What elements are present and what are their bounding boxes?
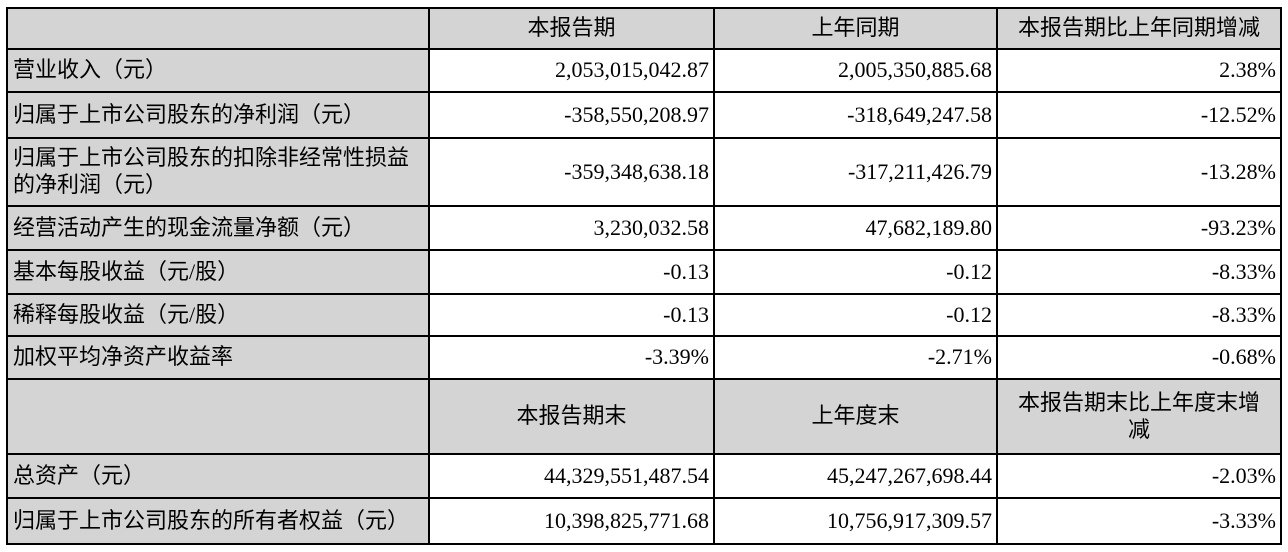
value-current-period: -3.39% xyxy=(428,335,715,380)
table-row-revenue: 营业收入（元） 2,053,015,042.87 2,005,350,885.6… xyxy=(6,48,1282,93)
column-header-period-end-change: 本报告期末比上年度末增减 xyxy=(996,378,1282,455)
value-prior-period: 2,005,350,885.68 xyxy=(713,48,998,93)
financial-summary-table: 本报告期 上年同期 本报告期比上年同期增减 营业收入（元） 2,053,015,… xyxy=(6,7,1282,545)
value-prior-period: -0.12 xyxy=(713,249,998,295)
table-row-operating-cash-flow: 经营活动产生的现金流量净额（元） 3,230,032.58 47,682,189… xyxy=(6,205,1282,251)
value-change: 2.38% xyxy=(996,48,1282,93)
table-row-total-assets: 总资产（元） 44,329,551,487.54 45,247,267,698.… xyxy=(6,453,1282,499)
value-change: -8.33% xyxy=(996,293,1282,337)
table-row-net-profit: 归属于上市公司股东的净利润（元） -358,550,208.97 -318,64… xyxy=(6,91,1282,139)
value-current-period: -359,348,638.18 xyxy=(428,137,715,207)
metric-label: 归属于上市公司股东的扣除非经常性损益的净利润（元） xyxy=(6,137,430,207)
value-prior-period: -318,649,247.58 xyxy=(713,91,998,139)
table-row-shareholders-equity: 归属于上市公司股东的所有者权益（元） 10,398,825,771.68 10,… xyxy=(6,497,1282,545)
header-blank xyxy=(6,7,430,50)
value-change: -12.52% xyxy=(996,91,1282,139)
value-current-period: -358,550,208.97 xyxy=(428,91,715,139)
metric-label: 加权平均净资产收益率 xyxy=(6,335,430,380)
value-current-period: -0.13 xyxy=(428,293,715,337)
value-prior-period: 47,682,189.80 xyxy=(713,205,998,251)
value-prior-period: -317,211,426.79 xyxy=(713,137,998,207)
column-header-prior-period: 上年同期 xyxy=(713,7,998,50)
metric-label: 归属于上市公司股东的净利润（元） xyxy=(6,91,430,139)
value-change: -0.68% xyxy=(996,335,1282,380)
value-prior-period: -2.71% xyxy=(713,335,998,380)
value-current-period: -0.13 xyxy=(428,249,715,295)
value-change: -13.28% xyxy=(996,137,1282,207)
header-row-period-end: 本报告期末 上年度末 本报告期末比上年度末增减 xyxy=(6,378,1282,455)
table-row-diluted-eps: 稀释每股收益（元/股） -0.13 -0.12 -8.33% xyxy=(6,293,1282,337)
table-row-basic-eps: 基本每股收益（元/股） -0.13 -0.12 -8.33% xyxy=(6,249,1282,295)
column-header-prior-year-end: 上年度末 xyxy=(713,378,998,455)
column-header-period-change: 本报告期比上年同期增减 xyxy=(996,7,1282,50)
metric-label: 稀释每股收益（元/股） xyxy=(6,293,430,337)
metric-label: 归属于上市公司股东的所有者权益（元） xyxy=(6,497,430,545)
table-row-net-profit-excl-nonrecurring: 归属于上市公司股东的扣除非经常性损益的净利润（元） -359,348,638.1… xyxy=(6,137,1282,207)
value-prior-period: 10,756,917,309.57 xyxy=(713,497,998,545)
value-change: -93.23% xyxy=(996,205,1282,251)
metric-label: 经营活动产生的现金流量净额（元） xyxy=(6,205,430,251)
metric-label: 总资产（元） xyxy=(6,453,430,499)
value-current-period: 3,230,032.58 xyxy=(428,205,715,251)
value-prior-period: -0.12 xyxy=(713,293,998,337)
value-current-period: 2,053,015,042.87 xyxy=(428,48,715,93)
value-current-period: 44,329,551,487.54 xyxy=(428,453,715,499)
value-prior-period: 45,247,267,698.44 xyxy=(713,453,998,499)
metric-label: 基本每股收益（元/股） xyxy=(6,249,430,295)
column-header-period-end: 本报告期末 xyxy=(428,378,715,455)
value-change: -3.33% xyxy=(996,497,1282,545)
table-row-weighted-roe: 加权平均净资产收益率 -3.39% -2.71% -0.68% xyxy=(6,335,1282,380)
value-change: -8.33% xyxy=(996,249,1282,295)
value-current-period: 10,398,825,771.68 xyxy=(428,497,715,545)
value-change: -2.03% xyxy=(996,453,1282,499)
header-row-period: 本报告期 上年同期 本报告期比上年同期增减 xyxy=(6,7,1282,50)
column-header-current-period: 本报告期 xyxy=(428,7,715,50)
header-blank xyxy=(6,378,430,455)
metric-label: 营业收入（元） xyxy=(6,48,430,93)
